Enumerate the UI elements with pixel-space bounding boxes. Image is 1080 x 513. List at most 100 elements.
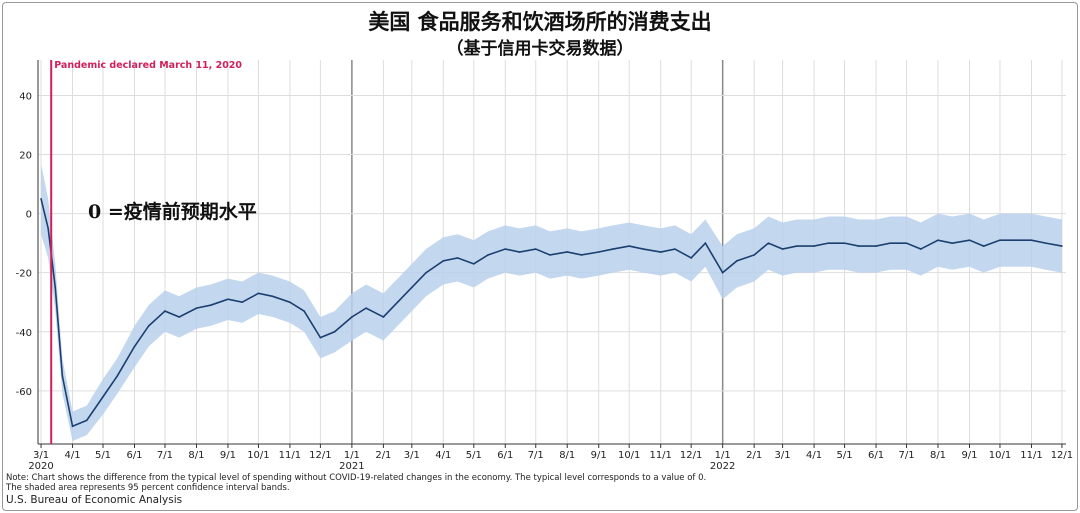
- data-point: [1061, 245, 1063, 247]
- x-tick-label: 1/1: [344, 450, 360, 461]
- data-point: [472, 263, 475, 265]
- x-tick-label: 8/1: [559, 450, 575, 461]
- data-point: [1030, 239, 1033, 241]
- y-tick-label: -20: [16, 269, 32, 280]
- data-point: [271, 295, 274, 298]
- x-tick-label: 4/1: [435, 450, 451, 461]
- data-point: [753, 254, 755, 256]
- x-year-label: 2022: [710, 461, 735, 472]
- chart-note-2: The shaded area represents 95 percent co…: [6, 483, 290, 493]
- x-tick-label: 4/1: [806, 450, 822, 461]
- data-point: [704, 242, 707, 244]
- x-tick-label: 10/1: [618, 450, 640, 461]
- data-point: [487, 254, 489, 256]
- data-point: [209, 304, 212, 306]
- x-tick-label: 5/1: [466, 450, 482, 461]
- x-tick-label: 12/1: [309, 450, 331, 461]
- data-point: [456, 257, 459, 259]
- data-point: [382, 316, 385, 318]
- chart-title: 美国 食品服务和饮酒场所的消费支出: [368, 9, 712, 34]
- data-point: [905, 242, 908, 244]
- data-point: [1013, 239, 1015, 241]
- data-point: [133, 345, 136, 348]
- x-tick-label: 6/1: [497, 450, 513, 461]
- data-point: [102, 395, 104, 398]
- data-point: [116, 375, 119, 377]
- data-point: [442, 260, 445, 262]
- x-tick-label: 2/1: [375, 450, 391, 461]
- zero-level-annotation: 0 =疫情前预期水平: [88, 200, 257, 223]
- data-point: [674, 248, 676, 250]
- x-tick-label: 7/1: [157, 450, 173, 461]
- data-point: [61, 375, 64, 377]
- data-point: [164, 310, 166, 312]
- x-tick-label: 3/1: [775, 450, 791, 461]
- data-point: [425, 271, 427, 274]
- y-tick-label: -40: [16, 328, 32, 339]
- data-point: [303, 310, 305, 312]
- data-point: [566, 251, 569, 253]
- x-year-label: 2020: [28, 461, 53, 472]
- x-year-label: 2021: [339, 461, 364, 472]
- data-point: [319, 336, 322, 339]
- data-point: [781, 248, 784, 250]
- x-tick-label: 9/1: [220, 450, 236, 461]
- data-point: [549, 254, 551, 256]
- data-point: [396, 301, 399, 304]
- data-point: [289, 301, 291, 304]
- data-point: [1044, 242, 1047, 244]
- y-tick-label: 0: [26, 210, 32, 221]
- pandemic-annotation: Pandemic declared March 11, 2020: [54, 60, 242, 71]
- data-point: [843, 242, 846, 244]
- x-tick-label: 9/1: [961, 450, 977, 461]
- data-point: [919, 248, 922, 250]
- data-point: [597, 251, 600, 253]
- data-point: [690, 257, 692, 259]
- x-tick-label: 7/1: [528, 450, 544, 461]
- data-point: [642, 248, 645, 250]
- data-point: [612, 248, 614, 250]
- data-point: [241, 301, 243, 304]
- x-tick-label: 6/1: [126, 450, 142, 461]
- chart-subtitle: （基于信用卡交易数据）: [446, 39, 634, 59]
- x-tick-label: 10/1: [989, 450, 1011, 461]
- data-point: [504, 248, 507, 250]
- data-point: [147, 325, 150, 327]
- data-point: [767, 242, 770, 244]
- data-point: [195, 307, 198, 309]
- y-tick-label: -60: [16, 387, 32, 398]
- data-point: [736, 260, 738, 262]
- data-point: [982, 245, 985, 247]
- x-tick-label: 12/1: [1051, 450, 1073, 461]
- data-point: [411, 286, 413, 289]
- x-tick-label: 11/1: [649, 450, 671, 461]
- data-point: [54, 286, 57, 289]
- data-point: [178, 316, 180, 318]
- data-point: [85, 419, 88, 422]
- y-tick-label: 40: [19, 91, 32, 102]
- x-tick-label: 7/1: [898, 450, 914, 461]
- confidence-band: [41, 163, 1062, 442]
- x-tick-label: 3/1: [33, 450, 49, 461]
- data-point: [659, 251, 662, 253]
- y-tick-label: 20: [19, 151, 32, 162]
- data-point: [951, 242, 954, 244]
- data-point: [257, 292, 260, 295]
- x-tick-label: 8/1: [930, 450, 946, 461]
- x-tick-label: 2/1: [746, 450, 762, 461]
- data-point: [333, 330, 336, 333]
- data-point: [857, 245, 860, 247]
- data-point: [71, 425, 74, 428]
- x-tick-label: 5/1: [837, 450, 853, 461]
- data-point: [227, 298, 229, 301]
- data-point: [813, 245, 815, 247]
- data-point: [580, 254, 583, 256]
- x-tick-label: 8/1: [188, 450, 204, 461]
- x-tick-label: 4/1: [64, 450, 80, 461]
- data-point: [937, 239, 939, 241]
- x-tick-label: 3/1: [404, 450, 420, 461]
- data-point: [889, 242, 892, 244]
- data-point: [999, 239, 1001, 241]
